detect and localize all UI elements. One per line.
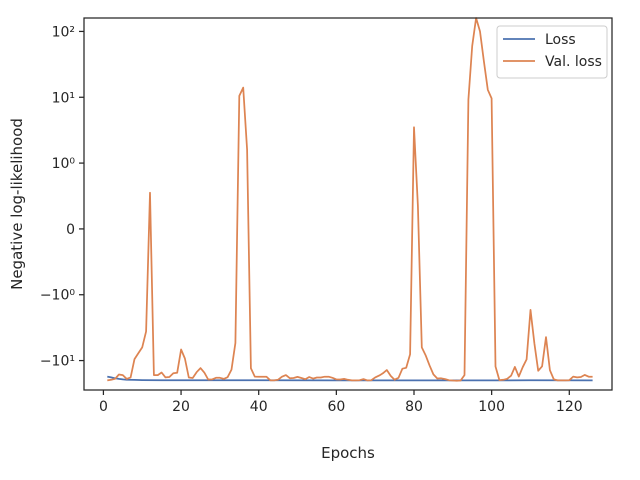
y-tick-label: 0 [66,222,75,238]
x-tick-label: 100 [478,399,505,415]
tick-layer: 0 20 40 60 80 100 120 10² 10¹ 10⁰ 0 −10⁰ −10¹ [40,24,583,415]
x-tick-label: 40 [250,399,268,415]
y-tick-label: 10² [52,24,75,40]
x-tick-label: 120 [556,399,583,415]
legend: Loss Val. loss [496,25,608,79]
x-tick-label: 80 [405,399,423,415]
x-tick-label: 20 [172,399,190,415]
y-tick-label: −10⁰ [40,288,76,304]
plot-frame [83,17,613,391]
y-tick-label: 10⁰ [52,156,76,172]
x-tick-label: 60 [327,399,345,415]
x-tick-label: 0 [99,399,108,415]
legend-label: Loss [545,32,576,48]
series-layer [107,17,593,382]
legend-label: Val. loss [545,54,602,70]
y-axis-label: Negative log-likelihood [8,118,26,290]
x-axis-label: Epochs [321,444,375,462]
y-tick-label: 10¹ [52,90,75,106]
series-line [107,17,593,382]
y-tick-label: −10¹ [40,354,75,370]
